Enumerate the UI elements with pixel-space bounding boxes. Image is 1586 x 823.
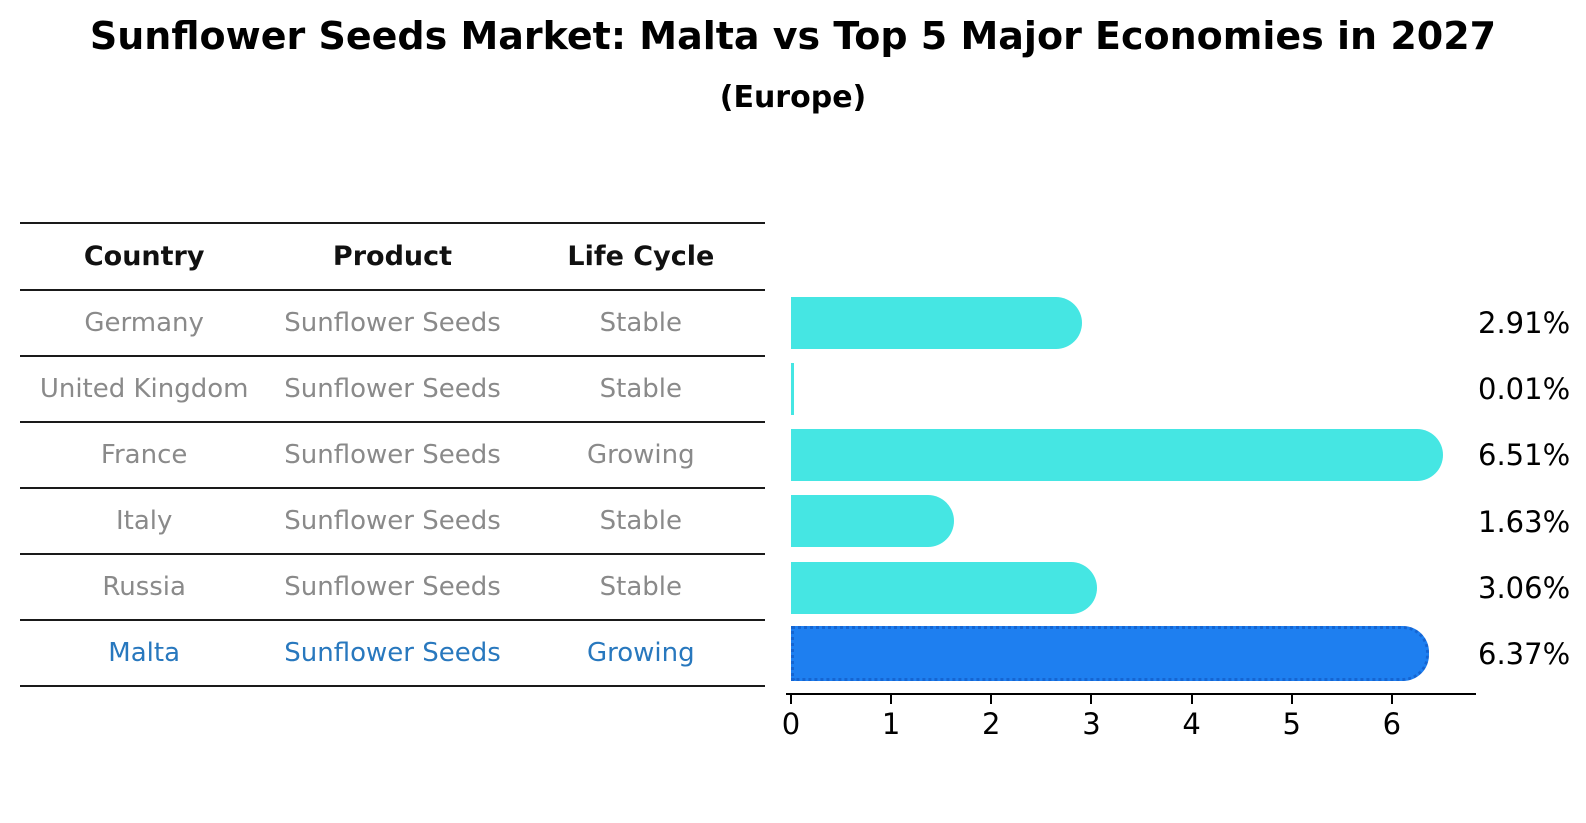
bar-value-label: 3.06% — [1478, 570, 1571, 605]
bar-row: 6.37% — [791, 621, 1570, 687]
bar-malta — [791, 625, 1429, 681]
table-cell-product: Sunflower Seeds — [284, 374, 501, 404]
table-row: Russia Sunflower Seeds Stable — [20, 555, 765, 621]
table-cell-country: Germany — [84, 308, 204, 338]
table-header-row: Country Product Life Cycle — [20, 224, 765, 291]
table-cell-product: Sunflower Seeds — [284, 506, 501, 536]
x-tick-2 — [990, 695, 993, 704]
table-cell-country: Italy — [115, 506, 173, 536]
x-tick-label-2: 2 — [982, 707, 1001, 741]
bar-row: 0.01% — [791, 356, 1570, 422]
table-cell-country: Russia — [102, 572, 186, 602]
x-tick-label-6: 6 — [1382, 707, 1402, 741]
x-tick-1 — [890, 695, 893, 704]
table-cell-life-cycle: Growing — [586, 440, 695, 470]
bar-value-label: 2.91% — [1478, 306, 1571, 341]
x-tick-5 — [1290, 695, 1293, 704]
x-axis-line — [786, 693, 1476, 695]
bar-value-label: 0.01% — [1478, 372, 1571, 407]
table-row: Germany Sunflower Seeds Stable — [20, 291, 765, 357]
bar-row: 3.06% — [791, 555, 1570, 621]
table-cell-life-cycle: Stable — [599, 572, 682, 602]
column-header-product: Product — [332, 241, 453, 272]
table-cell-country: Malta — [108, 638, 181, 668]
column-header-country: Country — [83, 241, 205, 272]
table-row: Italy Sunflower Seeds Stable — [20, 489, 765, 555]
bar-row: 2.91% — [791, 290, 1570, 356]
x-tick-label-1: 1 — [881, 707, 901, 741]
bar-value-label: 6.37% — [1478, 636, 1571, 671]
bar-value-label: 1.63% — [1478, 504, 1571, 539]
bar-row: 6.51% — [791, 422, 1570, 488]
table-cell-life-cycle: Growing — [586, 638, 695, 668]
table-cell-country: United Kingdom — [39, 374, 249, 404]
bar-italy — [791, 495, 955, 548]
table-cell-country: France — [100, 440, 188, 470]
bar-russia — [791, 561, 1098, 614]
column-header-life-cycle: Life Cycle — [567, 241, 715, 272]
bar-value-label: 6.51% — [1478, 438, 1571, 473]
table-cell-product: Sunflower Seeds — [284, 308, 501, 338]
bar-row: 1.63% — [791, 488, 1570, 554]
table-cell-product: Sunflower Seeds — [284, 638, 501, 668]
table-cell-product: Sunflower Seeds — [284, 440, 501, 470]
x-tick-label-5: 5 — [1282, 707, 1301, 741]
x-tick-4 — [1190, 695, 1193, 704]
x-axis: 0 1 2 3 4 5 6 — [782, 693, 1476, 743]
bar-united-kingdom — [791, 363, 794, 416]
chart-title: Sunflower Seeds Market: Malta vs Top 5 M… — [89, 14, 1497, 58]
country-table: Country Product Life Cycle Germany Sunfl… — [20, 222, 765, 687]
x-tick-6 — [1390, 695, 1393, 704]
table-cell-life-cycle: Stable — [599, 374, 682, 404]
x-tick-0 — [790, 695, 792, 704]
table-row: United Kingdom Sunflower Seeds Stable — [20, 357, 765, 423]
table-row: France Sunflower Seeds Growing — [20, 423, 765, 489]
x-tick-label-4: 4 — [1182, 707, 1201, 741]
table-row: Malta Sunflower Seeds Growing — [20, 621, 765, 687]
table-cell-life-cycle: Stable — [599, 308, 682, 338]
x-tick-label-3: 3 — [1082, 707, 1101, 741]
chart-subtitle: (Europe) — [719, 80, 867, 115]
x-tick-label-0: 0 — [781, 707, 801, 741]
bar-plot-area: 2.91% 0.01% 6.51% 1.63% 3.06% 6.37% — [791, 290, 1570, 687]
table-cell-product: Sunflower Seeds — [284, 572, 501, 602]
x-tick-3 — [1090, 695, 1093, 704]
bar-france — [791, 429, 1443, 482]
table-cell-life-cycle: Stable — [599, 506, 682, 536]
bar-germany — [791, 297, 1083, 349]
